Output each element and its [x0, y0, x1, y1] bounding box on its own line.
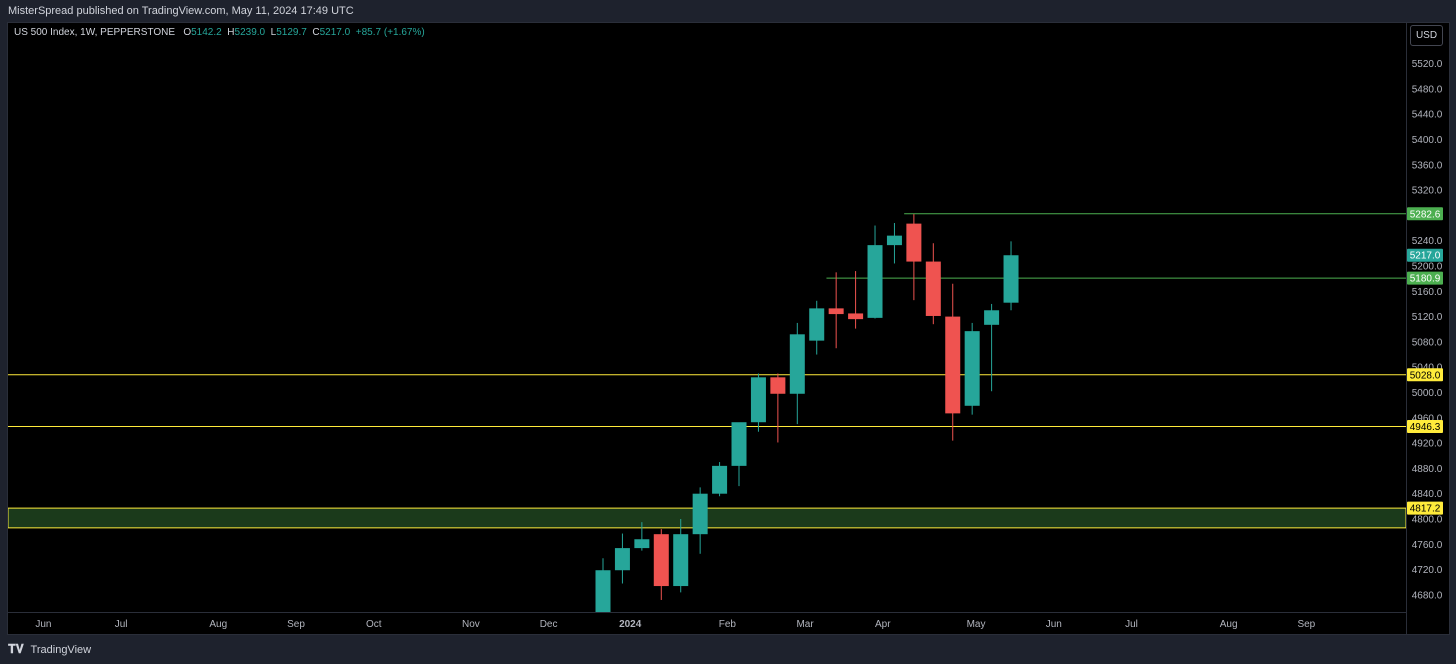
y-tick-label: 5120.0 — [1412, 312, 1443, 323]
y-tick-label: 5200.0 — [1412, 262, 1443, 273]
price-badge-5282.6-bg — [1407, 207, 1443, 221]
y-tick-label: 4680.0 — [1412, 590, 1443, 601]
y-tick-label: 5080.0 — [1412, 337, 1443, 348]
x-tick-label: May — [967, 619, 986, 630]
price-badge-5028.0: 5028.0 — [1410, 370, 1441, 381]
close-value: 5217.0 — [319, 27, 351, 38]
x-tick-label: Apr — [875, 619, 891, 630]
price-badge-5180.9-bg — [1407, 271, 1443, 285]
footer-logo-text[interactable]: TradingView — [30, 644, 92, 656]
x-tick-label: Jul — [1125, 619, 1138, 630]
plot-area — [8, 213, 1406, 612]
candle-body — [692, 493, 708, 535]
x-tick-label: Aug — [1220, 619, 1238, 630]
candle-body — [614, 548, 630, 571]
candle-body — [984, 310, 1000, 325]
price-badge-5180.9: 5180.9 — [1410, 274, 1441, 285]
candle-body — [848, 313, 864, 320]
change-value: +85.7 (+1.67%) — [355, 27, 425, 38]
y-tick-label: 4760.0 — [1412, 540, 1443, 551]
y-tick-label: 5360.0 — [1412, 160, 1443, 171]
x-tick-label: Sep — [287, 619, 305, 630]
footer: 𝐓𝐕 TradingView — [0, 635, 1456, 663]
chart-pane[interactable] — [7, 22, 1450, 635]
x-tick-label: Dec — [540, 619, 558, 630]
symbol-name[interactable]: US 500 Index, 1W, PEPPERSTONE — [14, 27, 175, 38]
price-badge-4817.2: 4817.2 — [1410, 504, 1441, 515]
x-tick-label: Feb — [719, 619, 737, 630]
y-tick-label: 5160.0 — [1412, 287, 1443, 298]
open-value: 5142.2 — [191, 27, 222, 38]
price-badge-4946.3-bg — [1407, 419, 1443, 433]
candle-body — [867, 245, 883, 318]
y-tick-label: 4840.0 — [1412, 489, 1443, 500]
candle-body — [750, 377, 766, 423]
y-tick-label: 5520.0 — [1412, 59, 1443, 70]
candle-body — [809, 308, 825, 341]
x-tick-label: Jun — [35, 619, 51, 630]
last-price-badge-bg — [1407, 248, 1443, 262]
high-label: H — [227, 27, 235, 38]
candle-body — [595, 570, 611, 612]
price-scale-divider — [1406, 22, 1407, 635]
price-badge-4817.2-bg — [1407, 501, 1443, 515]
x-tick-label: 2024 — [619, 619, 642, 630]
candle-body — [653, 534, 669, 587]
y-tick-label: 5000.0 — [1412, 388, 1443, 399]
y-tick-label: 5440.0 — [1412, 110, 1443, 121]
high-value: 5239.0 — [234, 27, 266, 38]
tradingview-logo-icon[interactable]: 𝐓𝐕 — [8, 642, 24, 656]
symbol-legend[interactable]: US 500 Index, 1W, PEPPERSTONE O5142.2 H5… — [14, 27, 425, 38]
x-tick-label: Jun — [1046, 619, 1062, 630]
x-tick-label: Aug — [209, 619, 227, 630]
currency-button[interactable]: USD — [1410, 25, 1443, 46]
candle-body — [770, 377, 786, 394]
close-label: C — [312, 27, 320, 38]
candle-body — [731, 422, 747, 466]
y-tick-label: 5240.0 — [1412, 236, 1443, 247]
price-badge-5028.0-bg — [1407, 368, 1443, 382]
candle-body — [964, 331, 980, 406]
x-tick-label: Mar — [796, 619, 814, 630]
x-tick-label: Oct — [366, 619, 382, 630]
candle-body — [925, 261, 941, 316]
y-tick-label: 4960.0 — [1412, 413, 1443, 424]
low-value: 5129.7 — [276, 27, 307, 38]
last-price-badge: 5217.0 — [1410, 251, 1441, 262]
candle-body — [828, 308, 844, 315]
low-label: L — [270, 27, 277, 38]
candle-body — [634, 539, 650, 549]
x-tick-label: Nov — [462, 619, 480, 630]
y-tick-label: 4720.0 — [1412, 565, 1443, 576]
candle-body — [886, 235, 902, 246]
price-badge-4946.3: 4946.3 — [1410, 422, 1441, 433]
candle-body — [712, 465, 728, 494]
x-tick-label: Sep — [1297, 619, 1315, 630]
candle-body — [789, 334, 805, 394]
y-tick-label: 5320.0 — [1412, 186, 1443, 197]
candle-body — [1003, 255, 1019, 303]
candle-body — [673, 534, 689, 587]
y-tick-label: 5480.0 — [1412, 84, 1443, 95]
y-tick-label: 4920.0 — [1412, 439, 1443, 450]
candle-body — [945, 316, 961, 414]
candle-body — [906, 223, 922, 262]
x-tick-label: Jul — [115, 619, 128, 630]
open-label: O — [183, 27, 192, 38]
y-tick-label: 4800.0 — [1412, 515, 1443, 526]
time-scale-divider — [7, 612, 1407, 613]
price-badge-5282.6: 5282.6 — [1410, 209, 1441, 220]
y-tick-label: 5400.0 — [1412, 135, 1443, 146]
published-text: MisterSpread published on TradingView.co… — [8, 5, 354, 17]
y-tick-label: 4880.0 — [1412, 464, 1443, 475]
y-tick-label: 5040.0 — [1412, 363, 1443, 374]
published-header: MisterSpread published on TradingView.co… — [0, 0, 1456, 22]
